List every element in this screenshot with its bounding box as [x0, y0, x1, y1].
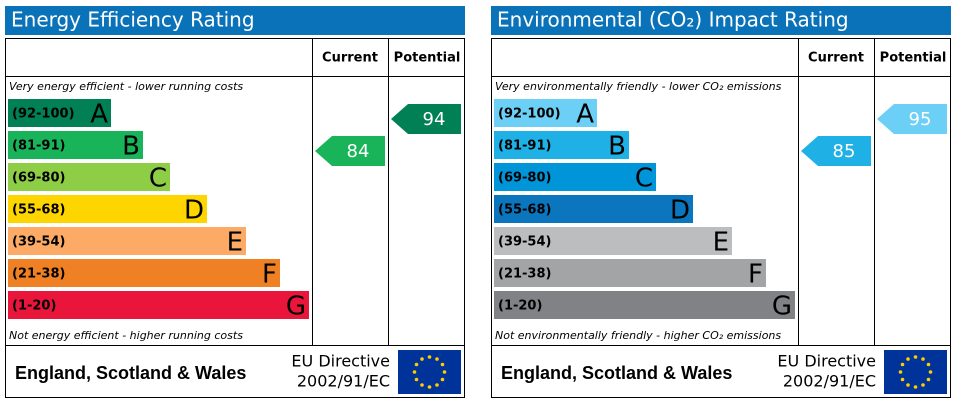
- flag-star: [921, 383, 925, 387]
- region: England, Scotland & Wales: [15, 363, 246, 383]
- band-range: (69-80): [498, 171, 551, 186]
- band-range: (39-54): [498, 235, 551, 250]
- band: [8, 163, 170, 191]
- potential-header: Potential: [880, 51, 947, 66]
- band: [494, 227, 732, 255]
- flag-star: [926, 362, 931, 367]
- flag-star: [435, 383, 439, 387]
- flag-star: [420, 357, 424, 361]
- band: [494, 259, 766, 287]
- rating-panel: Environmental (CO₂) Impact Rating Current…: [491, 6, 951, 398]
- band-range: (92-100): [498, 107, 561, 122]
- band-range: (39-54): [12, 235, 65, 250]
- band-letter: D: [670, 196, 690, 226]
- flag-star: [928, 370, 933, 374]
- band: [494, 99, 597, 127]
- band: [8, 99, 111, 127]
- band-range: (21-38): [12, 267, 65, 282]
- band-range: (55-68): [12, 203, 65, 218]
- band-range: (81-91): [12, 139, 65, 154]
- band: [494, 163, 656, 191]
- band-letter: E: [713, 228, 729, 258]
- flag-star: [412, 370, 417, 374]
- flag-star: [440, 362, 445, 367]
- band-range: (1-20): [498, 299, 542, 314]
- band-range: (81-91): [498, 139, 551, 154]
- directive-line: EU Directive: [777, 352, 876, 371]
- panel-title: Energy Efficiency Rating: [11, 8, 255, 32]
- band-letter: B: [122, 132, 140, 162]
- current-header: Current: [808, 51, 864, 66]
- band-letter: F: [748, 260, 763, 290]
- frame: [491, 38, 951, 398]
- band: [8, 291, 309, 319]
- flag-star: [420, 383, 424, 387]
- rating-value: 84: [347, 141, 370, 162]
- flag-star: [900, 377, 905, 382]
- flag-star: [921, 357, 925, 361]
- potential-header: Potential: [394, 51, 461, 66]
- flag-star: [926, 377, 931, 382]
- top-note: Very energy efficient - lower running co…: [9, 80, 243, 93]
- band-letter: C: [149, 164, 167, 194]
- flag-star: [900, 362, 905, 367]
- panel-title: Environmental (CO₂) Impact Rating: [497, 8, 849, 32]
- directive-line: 2002/91/EC: [297, 372, 390, 391]
- flag-star: [440, 377, 445, 382]
- flag-star: [906, 357, 910, 361]
- flag-star: [906, 383, 910, 387]
- band-range: (92-100): [12, 107, 75, 122]
- flag-star: [913, 355, 918, 359]
- band-letter: B: [608, 132, 626, 162]
- band-range: (21-38): [498, 267, 551, 282]
- band-letter: D: [184, 196, 204, 226]
- title-bar: [491, 6, 951, 35]
- band-range: (55-68): [498, 203, 551, 218]
- region: England, Scotland & Wales: [501, 363, 732, 383]
- rating-value: 95: [909, 109, 932, 130]
- band: [8, 259, 280, 287]
- flag-star: [427, 385, 432, 389]
- band-letter: G: [772, 292, 792, 322]
- flag-star: [913, 385, 918, 389]
- rating-panel: Energy Efficiency Rating Current Potential…: [5, 6, 465, 398]
- flag-star: [898, 370, 903, 374]
- flag-star: [414, 377, 419, 382]
- band-letter: F: [262, 260, 277, 290]
- rating-value: 94: [423, 109, 446, 130]
- directive-line: EU Directive: [291, 352, 390, 371]
- band: [8, 227, 246, 255]
- directive-line: 2002/91/EC: [783, 372, 876, 391]
- bottom-note: Not energy efficient - higher running co…: [9, 329, 243, 342]
- current-header: Current: [322, 51, 378, 66]
- band: [8, 131, 143, 159]
- band: [8, 195, 207, 223]
- title-bar: [5, 6, 465, 35]
- band-letter: C: [635, 164, 653, 194]
- band: [494, 291, 795, 319]
- band-letter: G: [286, 292, 306, 322]
- flag-star: [442, 370, 447, 374]
- rating-arrow: [391, 104, 461, 134]
- band-letter: A: [90, 100, 108, 130]
- band: [494, 131, 629, 159]
- band-letter: E: [227, 228, 243, 258]
- rating-value: 85: [833, 141, 856, 162]
- flag-star: [414, 362, 419, 367]
- flag-star: [435, 357, 439, 361]
- band-letter: A: [576, 100, 594, 130]
- band: [494, 195, 693, 223]
- band-range: (69-80): [12, 171, 65, 186]
- rating-arrow: [877, 104, 947, 134]
- rating-arrow: [801, 136, 871, 166]
- frame: [5, 38, 465, 398]
- bottom-note: Not environmentally friendly - higher CO…: [495, 329, 781, 342]
- band-range: (1-20): [12, 299, 56, 314]
- rating-arrow: [315, 136, 385, 166]
- top-note: Very environmentally friendly - lower CO…: [495, 80, 782, 93]
- flag-star: [427, 355, 432, 359]
